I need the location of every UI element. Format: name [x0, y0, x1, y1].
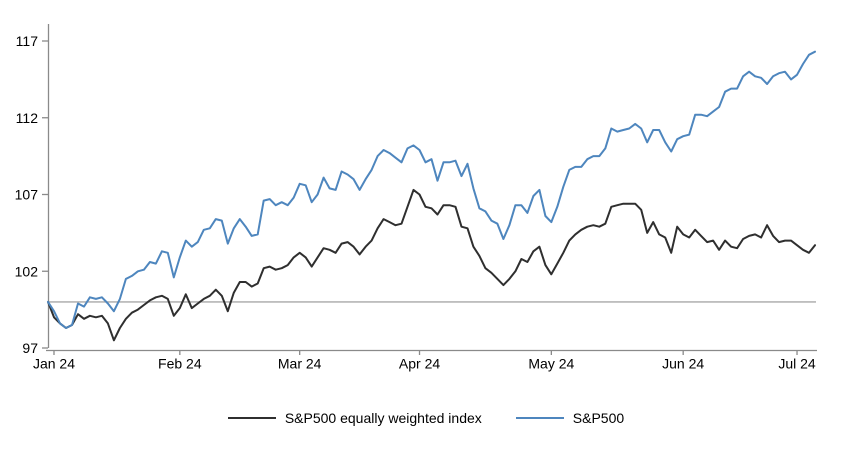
legend-label-equal-weighted: S&P500 equally weighted index [284, 410, 482, 426]
series-line-sp500 [47, 50, 816, 329]
x-axis-tick-label: Jun 24 [662, 356, 704, 372]
legend-item-equal-weighted: S&P500 equally weighted index [227, 410, 482, 426]
chart-legend: S&P500 equally weighted index S&P500 [0, 410, 852, 426]
x-axis-tick-label: Mar 24 [278, 356, 322, 372]
x-axis-tick-label: Jul 24 [778, 356, 816, 372]
y-axis-tick-label: 107 [15, 187, 39, 203]
sp500-line-swatch [515, 417, 564, 419]
x-axis-tick-label: May 24 [528, 356, 574, 372]
series-line-equal-weighted [47, 188, 816, 342]
x-axis-tick-label: Apr 24 [399, 356, 440, 372]
y-axis-tick-label: 97 [22, 340, 38, 356]
y-axis-tick-label: 102 [15, 263, 39, 279]
x-axis-tick-label: Feb 24 [158, 356, 202, 372]
x-axis-tick-label: Jan 24 [33, 356, 75, 372]
y-axis-tick-label: 112 [16, 110, 39, 126]
y-axis-tick-label: 117 [16, 33, 39, 49]
legend-item-sp500: S&P500 [515, 410, 625, 426]
legend-label-sp500: S&P500 [572, 410, 625, 426]
equal-weighted-line-swatch [227, 417, 276, 419]
